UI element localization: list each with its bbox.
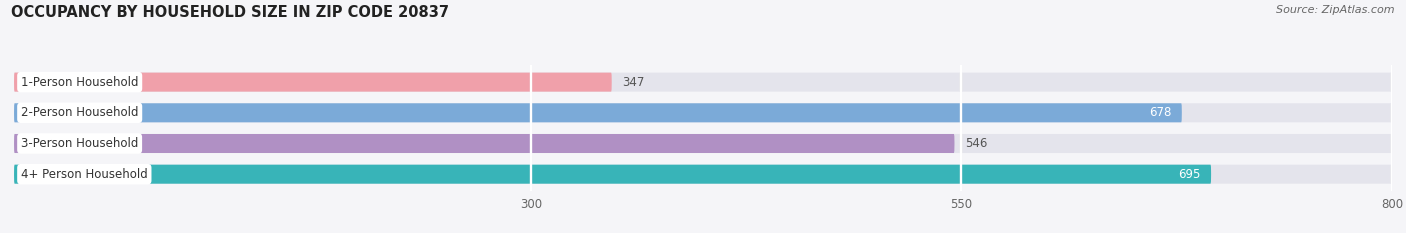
FancyBboxPatch shape	[14, 73, 1392, 92]
Text: Source: ZipAtlas.com: Source: ZipAtlas.com	[1277, 5, 1395, 15]
Text: 4+ Person Household: 4+ Person Household	[21, 168, 148, 181]
Text: 347: 347	[621, 76, 644, 89]
Text: 1-Person Household: 1-Person Household	[21, 76, 138, 89]
FancyBboxPatch shape	[14, 134, 1392, 153]
FancyBboxPatch shape	[14, 73, 612, 92]
Text: 3-Person Household: 3-Person Household	[21, 137, 138, 150]
Text: 695: 695	[1178, 168, 1201, 181]
FancyBboxPatch shape	[14, 103, 1392, 122]
Text: OCCUPANCY BY HOUSEHOLD SIZE IN ZIP CODE 20837: OCCUPANCY BY HOUSEHOLD SIZE IN ZIP CODE …	[11, 5, 450, 20]
FancyBboxPatch shape	[14, 165, 1211, 184]
Text: 2-Person Household: 2-Person Household	[21, 106, 138, 119]
FancyBboxPatch shape	[14, 134, 955, 153]
FancyBboxPatch shape	[14, 165, 1392, 184]
Text: 546: 546	[965, 137, 987, 150]
Text: 678: 678	[1149, 106, 1171, 119]
FancyBboxPatch shape	[14, 103, 1182, 122]
